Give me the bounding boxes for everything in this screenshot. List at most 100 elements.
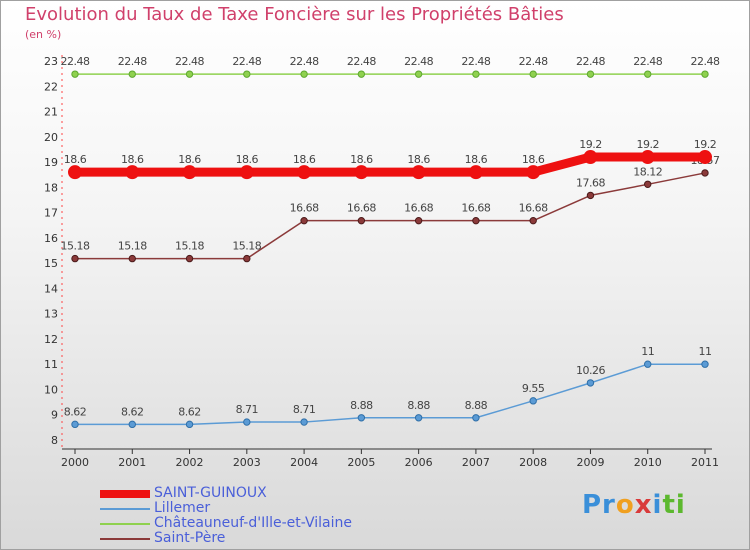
y-tick-label: 13 bbox=[44, 308, 58, 321]
data-point bbox=[640, 150, 655, 165]
series-line bbox=[75, 172, 706, 260]
data-label: 8.88 bbox=[350, 399, 373, 412]
data-label: 18.6 bbox=[64, 153, 87, 166]
logo-letters: x bbox=[634, 490, 653, 520]
legend-swatch bbox=[100, 537, 150, 540]
data-point bbox=[128, 254, 136, 263]
y-tick-label: 11 bbox=[44, 358, 58, 371]
data-point bbox=[411, 165, 426, 180]
data-point bbox=[68, 165, 82, 180]
data-label: 22.48 bbox=[232, 55, 261, 68]
data-point bbox=[125, 165, 140, 180]
y-tick-label: 19 bbox=[44, 156, 58, 169]
data-point bbox=[468, 165, 483, 180]
data-point bbox=[529, 70, 537, 78]
chart-subtitle: (en %) bbox=[25, 28, 62, 41]
data-label: 18.6 bbox=[522, 153, 545, 166]
data-label: 16.68 bbox=[404, 202, 433, 215]
data-label: 18.6 bbox=[465, 153, 488, 166]
x-tick-label: 2002 bbox=[176, 456, 204, 469]
data-point bbox=[414, 414, 423, 422]
y-tick-label: 18 bbox=[44, 181, 58, 194]
data-point bbox=[414, 70, 423, 78]
data-label: 18.6 bbox=[350, 153, 373, 166]
data-label: 18.6 bbox=[293, 153, 316, 166]
data-point bbox=[529, 397, 537, 405]
y-tick-label: 10 bbox=[44, 383, 58, 396]
data-label: 9.55 bbox=[522, 382, 545, 395]
series-line bbox=[75, 363, 705, 426]
data-label: 11 bbox=[641, 345, 654, 358]
data-point bbox=[128, 70, 136, 78]
x-tick-label: 2000 bbox=[61, 456, 89, 469]
data-point bbox=[644, 180, 652, 189]
data-label: 22.48 bbox=[175, 55, 204, 68]
data-label: 19.2 bbox=[636, 138, 659, 151]
data-point bbox=[472, 414, 480, 422]
data-point bbox=[300, 216, 308, 225]
y-tick-label: 12 bbox=[44, 333, 58, 346]
data-point bbox=[71, 254, 79, 263]
data-point bbox=[239, 165, 254, 180]
data-label: 16.68 bbox=[290, 202, 319, 215]
y-tick-label: 15 bbox=[44, 257, 58, 270]
data-label: 15.18 bbox=[61, 240, 90, 253]
data-label: 22.48 bbox=[633, 55, 662, 68]
data-label: 22.48 bbox=[691, 55, 720, 68]
data-label: 8.88 bbox=[465, 399, 488, 412]
data-point bbox=[472, 216, 480, 225]
data-label: 8.62 bbox=[178, 405, 201, 418]
data-label: 22.48 bbox=[61, 55, 90, 68]
logo-letters: o bbox=[615, 490, 635, 520]
series-line bbox=[75, 152, 705, 177]
x-tick-label: 2008 bbox=[519, 456, 547, 469]
data-label: 18.6 bbox=[236, 153, 259, 166]
x-tick-label: 2009 bbox=[576, 456, 604, 469]
data-point bbox=[300, 418, 308, 426]
data-point bbox=[128, 420, 136, 429]
logo-letters: i bbox=[652, 490, 663, 520]
y-tick-label: 23 bbox=[44, 55, 58, 68]
data-label: 15.18 bbox=[232, 240, 261, 253]
data-point bbox=[357, 414, 366, 422]
data-point bbox=[243, 418, 251, 426]
data-point bbox=[185, 420, 194, 429]
legend: SAINT-GUINOUX Lillemer Châteauneuf-d'Ille-… bbox=[100, 486, 352, 546]
data-point bbox=[71, 70, 79, 78]
legend-item: Lillemer bbox=[100, 501, 352, 516]
data-label: 22.48 bbox=[461, 55, 490, 68]
x-tick-label: 2010 bbox=[634, 456, 662, 469]
data-label: 10.26 bbox=[576, 364, 605, 377]
data-point bbox=[357, 70, 366, 78]
data-point bbox=[297, 165, 312, 180]
x-tick-label: 2007 bbox=[462, 456, 490, 469]
data-label: 8.88 bbox=[407, 399, 430, 412]
data-point bbox=[586, 70, 595, 78]
x-tick-label: 2003 bbox=[233, 456, 261, 469]
data-label: 17.68 bbox=[576, 176, 605, 189]
data-label: 22.48 bbox=[118, 55, 147, 68]
data-label: 8.71 bbox=[293, 403, 316, 416]
data-point bbox=[243, 254, 251, 263]
data-point bbox=[243, 70, 251, 78]
x-tick-label: 2005 bbox=[347, 456, 375, 469]
legend-swatch bbox=[100, 522, 150, 525]
data-point bbox=[300, 70, 308, 78]
data-label: 22.48 bbox=[576, 55, 605, 68]
data-point bbox=[185, 254, 194, 263]
data-label: 22.48 bbox=[290, 55, 319, 68]
data-point bbox=[71, 420, 79, 429]
y-tick-label: 9 bbox=[51, 409, 58, 422]
data-label: 16.68 bbox=[461, 202, 490, 215]
data-point bbox=[472, 70, 480, 78]
data-point bbox=[526, 165, 541, 180]
legend-swatch bbox=[100, 489, 150, 498]
legend-label: Châteauneuf-d'Ille-et-Vilaine bbox=[154, 515, 353, 531]
data-label: 18.12 bbox=[633, 165, 662, 178]
legend-swatch bbox=[100, 507, 150, 510]
proxiti-logo: Proxiti bbox=[582, 490, 686, 520]
y-tick-label: 14 bbox=[44, 282, 58, 295]
x-tick-label: 2004 bbox=[290, 456, 318, 469]
data-label: 11 bbox=[699, 345, 712, 358]
